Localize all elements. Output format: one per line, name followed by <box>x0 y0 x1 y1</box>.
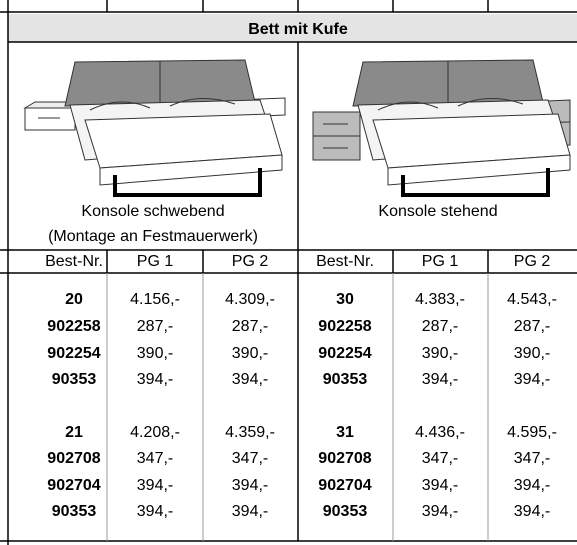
price: 287,- <box>422 318 458 335</box>
price: 347,- <box>422 450 458 467</box>
column-header: PG 1 <box>137 253 174 270</box>
price: 394,- <box>422 371 458 388</box>
price: 394,- <box>422 503 458 520</box>
price: 394,- <box>137 503 173 520</box>
price: 390,- <box>232 345 268 362</box>
article-number: 902254 <box>318 345 371 362</box>
column-header: Best-Nr. <box>45 253 103 270</box>
price: 394,- <box>514 503 550 520</box>
article-number: 902704 <box>318 477 371 494</box>
price: 4.309,- <box>225 291 275 308</box>
article-number: 90353 <box>323 503 368 520</box>
column-header: PG 2 <box>514 253 551 270</box>
article-number: 31 <box>336 424 354 441</box>
price: 4.359,- <box>225 424 275 441</box>
article-number: 902708 <box>318 450 371 467</box>
variant-caption: (Montage an Festmauerwerk) <box>48 228 258 245</box>
article-number: 902258 <box>47 318 100 335</box>
article-number: 30 <box>336 291 354 308</box>
variant-caption: Konsole schwebend <box>81 203 224 220</box>
price: 347,- <box>232 450 268 467</box>
price: 394,- <box>232 477 268 494</box>
article-number: 902708 <box>47 450 100 467</box>
article-number: 902704 <box>47 477 100 494</box>
article-number: 21 <box>65 424 83 441</box>
price: 4.436,- <box>415 424 465 441</box>
price: 347,- <box>514 450 550 467</box>
price: 390,- <box>422 345 458 362</box>
price: 287,- <box>232 318 268 335</box>
price: 4.156,- <box>130 291 180 308</box>
article-number: 902254 <box>47 345 100 362</box>
price: 394,- <box>137 371 173 388</box>
article-number: 90353 <box>52 371 97 388</box>
price: 394,- <box>137 477 173 494</box>
price: 394,- <box>232 371 268 388</box>
article-number: 90353 <box>323 371 368 388</box>
article-number: 20 <box>65 291 83 308</box>
price: 4.208,- <box>130 424 180 441</box>
bed-image-floating <box>25 60 285 195</box>
article-number: 902258 <box>318 318 371 335</box>
price: 394,- <box>422 477 458 494</box>
column-header: Best-Nr. <box>316 253 374 270</box>
price: 394,- <box>514 371 550 388</box>
price: 347,- <box>137 450 173 467</box>
price: 287,- <box>137 318 173 335</box>
price: 4.543,- <box>507 291 557 308</box>
price: 4.595,- <box>507 424 557 441</box>
price: 390,- <box>514 345 550 362</box>
price: 394,- <box>514 477 550 494</box>
table-title: Bett mit Kufe <box>248 21 348 38</box>
article-number: 90353 <box>52 503 97 520</box>
column-header: PG 1 <box>422 253 459 270</box>
bed-image-standing <box>313 60 570 195</box>
price: 394,- <box>232 503 268 520</box>
price: 390,- <box>137 345 173 362</box>
price-table: Bett mit Kufe Konsole schwebend (Montage … <box>0 0 577 545</box>
column-header: PG 2 <box>232 253 269 270</box>
price: 287,- <box>514 318 550 335</box>
price: 4.383,- <box>415 291 465 308</box>
variant-caption: Konsole stehend <box>378 203 497 220</box>
